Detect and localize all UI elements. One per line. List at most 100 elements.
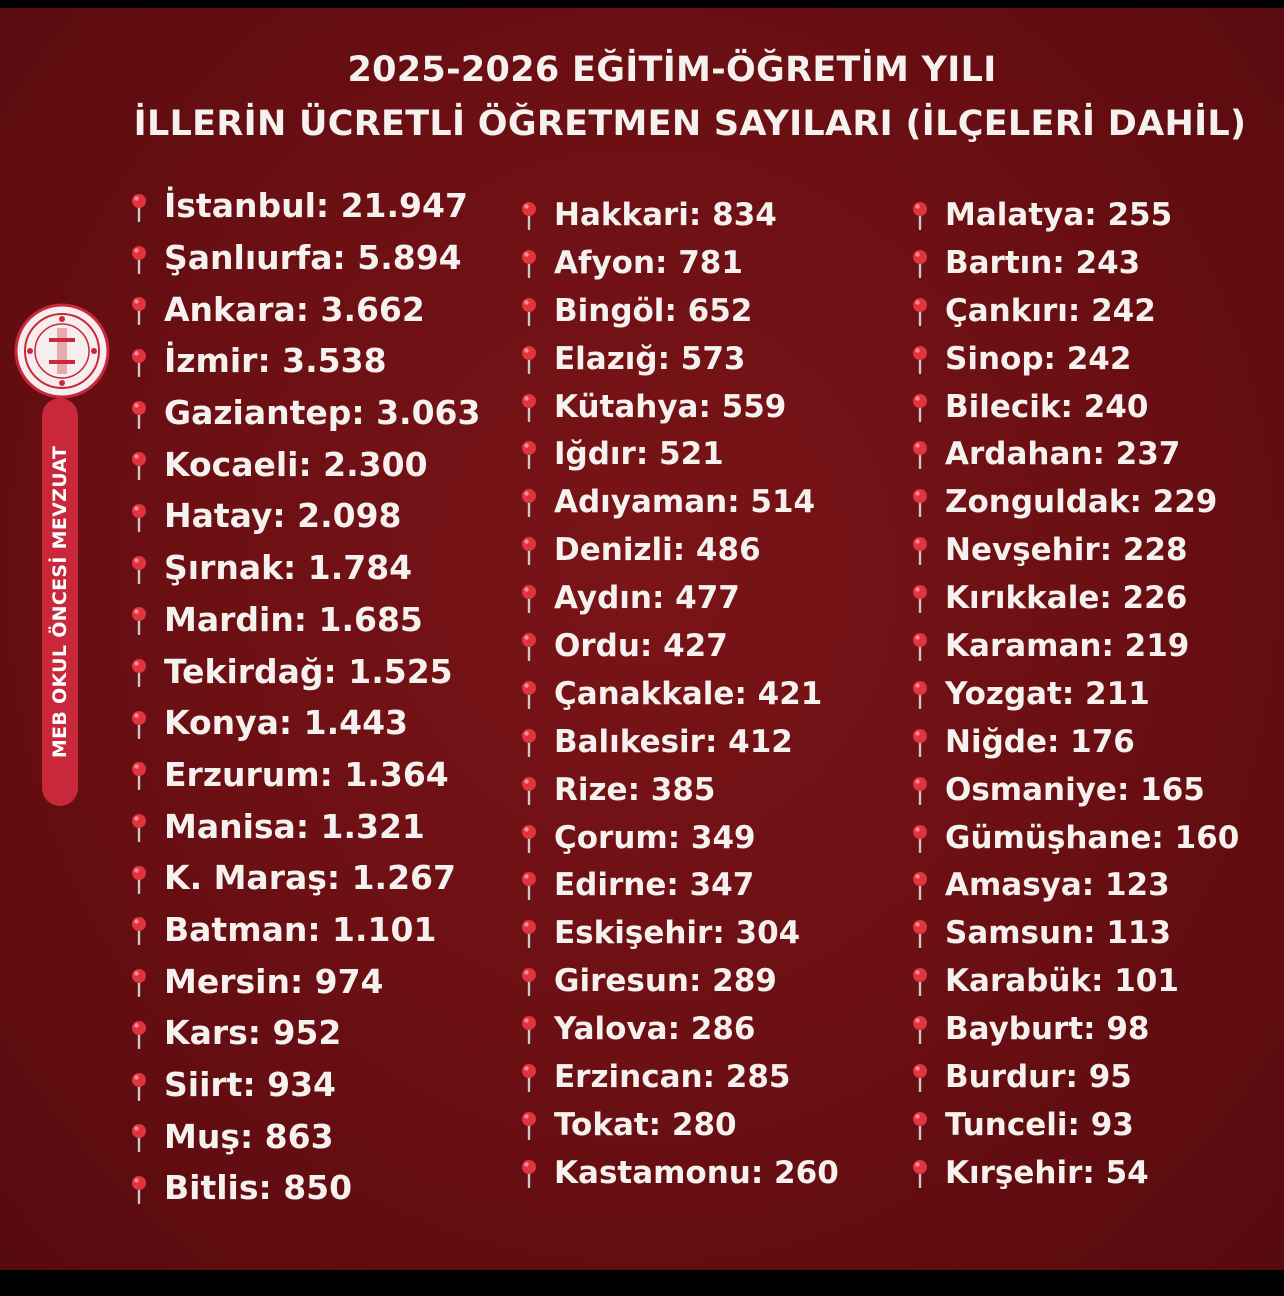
pin-icon <box>518 583 540 614</box>
province-item: Rize: 385 <box>518 766 839 814</box>
province-label: Kırşehir: 54 <box>945 1154 1149 1191</box>
province-label: K. Maraş: 1.267 <box>164 858 456 898</box>
province-label: Bitlis: 850 <box>164 1168 353 1208</box>
poster-panel: 2025-2026 EĞİTİM-ÖĞRETİM YILI İLLERİN ÜC… <box>0 8 1284 1270</box>
province-item: Karaman: 219 <box>909 622 1239 670</box>
province-label: Hakkari: 834 <box>554 196 777 233</box>
province-label: Nevşehir: 228 <box>945 532 1188 569</box>
province-item: Adıyaman: 514 <box>518 478 839 526</box>
province-item: Zonguldak: 229 <box>909 478 1239 526</box>
pin-icon <box>128 501 150 533</box>
province-item: İzmir: 3.538 <box>128 335 480 387</box>
pin-icon <box>518 918 540 949</box>
pin-icon <box>518 392 540 422</box>
pin-icon <box>518 535 540 566</box>
province-item: Osmaniye: 165 <box>909 766 1239 814</box>
province-label: Karabük: 101 <box>945 963 1179 1000</box>
pin-icon <box>909 727 931 757</box>
province-item: Mardin: 1.685 <box>128 594 480 646</box>
province-label: İzmir: 3.538 <box>164 341 387 381</box>
pin-icon <box>518 439 540 470</box>
pin-icon <box>128 966 150 998</box>
province-item: Kırşehir: 54 <box>909 1149 1239 1197</box>
province-label: İstanbul: 21.947 <box>164 186 468 226</box>
province-item: Afyon: 781 <box>518 239 839 287</box>
pin-icon <box>518 823 540 853</box>
province-item: Erzurum: 1.364 <box>128 749 480 801</box>
province-label: Kastamonu: 260 <box>554 1154 839 1191</box>
pin-icon <box>128 1173 150 1205</box>
title-line-1: 2025-2026 EĞİTİM-ÖĞRETİM YILI <box>347 50 997 90</box>
province-label: Erzincan: 285 <box>554 1058 791 1095</box>
pin-icon <box>518 296 540 326</box>
pin-icon <box>518 1158 540 1188</box>
pin-icon <box>128 811 150 843</box>
province-item: Balıkesir: 412 <box>518 718 839 766</box>
province-label: Kocaeli: 2.300 <box>164 444 428 484</box>
pin-icon <box>518 631 540 662</box>
pin-icon <box>909 966 931 997</box>
province-label: Bilecik: 240 <box>945 388 1149 425</box>
province-label: Burdur: 95 <box>945 1058 1132 1095</box>
province-item: Kırıkkale: 226 <box>909 574 1239 622</box>
pin-icon <box>909 679 931 710</box>
province-item: Edirne: 347 <box>518 861 839 909</box>
pin-icon <box>909 870 931 901</box>
pin-icon <box>909 344 931 374</box>
pin-icon <box>909 775 931 805</box>
province-label: Gümüşhane: 160 <box>945 819 1240 856</box>
sidebar-banner: MEB OKUL ÖNCESİ MEVZUAT <box>42 398 78 806</box>
province-label: Erzurum: 1.364 <box>164 754 449 794</box>
province-label: Muş: 863 <box>164 1116 334 1156</box>
province-item: İstanbul: 21.947 <box>128 180 480 232</box>
province-item: K. Maraş: 1.267 <box>128 852 480 904</box>
province-label: Amasya: 123 <box>945 867 1170 904</box>
province-item: Kocaeli: 2.300 <box>128 438 480 490</box>
province-item: Muş: 863 <box>128 1110 480 1162</box>
province-label: Batman: 1.101 <box>164 909 437 949</box>
province-item: Karabük: 101 <box>909 957 1239 1005</box>
pin-icon <box>128 604 150 636</box>
province-label: Malatya: 255 <box>945 196 1173 233</box>
pin-icon <box>128 759 150 791</box>
province-label: Kütahya: 559 <box>554 388 787 425</box>
sidebar-label: MEB OKUL ÖNCESİ MEVZUAT <box>49 445 71 759</box>
pin-icon <box>518 1014 540 1045</box>
pin-icon <box>128 708 150 739</box>
pin-icon <box>909 1062 931 1093</box>
province-item: Konya: 1.443 <box>128 697 480 749</box>
province-label: Afyon: 781 <box>554 244 743 281</box>
province-label: Tekirdağ: 1.525 <box>164 651 453 691</box>
pin-icon <box>518 966 540 997</box>
province-label: Yozgat: 211 <box>945 675 1150 712</box>
pin-icon <box>128 914 150 946</box>
province-item: Bilecik: 240 <box>909 383 1239 431</box>
province-label: Sinop: 242 <box>945 340 1132 377</box>
pin-icon <box>128 863 150 894</box>
pin-icon <box>909 918 931 949</box>
province-item: Denizli: 486 <box>518 526 839 574</box>
pin-icon <box>909 535 931 566</box>
province-label: Mardin: 1.685 <box>164 599 423 639</box>
province-label: Niğde: 176 <box>945 723 1135 760</box>
pin-icon <box>518 1062 540 1093</box>
province-item: Tokat: 280 <box>518 1101 839 1149</box>
pin-icon <box>128 398 150 429</box>
pin-icon <box>518 248 540 279</box>
province-item: Elazığ: 573 <box>518 335 839 383</box>
pin-icon <box>909 823 931 853</box>
pin-icon <box>128 346 150 378</box>
pin-icon <box>128 449 150 481</box>
pin-icon <box>128 1018 150 1050</box>
pin-icon <box>909 296 931 326</box>
pin-icon <box>128 243 150 274</box>
province-item: Bartın: 243 <box>909 239 1239 287</box>
province-label: Samsun: 113 <box>945 915 1172 952</box>
province-item: Iğdır: 521 <box>518 430 839 478</box>
province-item: Çankırı: 242 <box>909 287 1239 335</box>
province-label: Bayburt: 98 <box>945 1011 1150 1048</box>
province-item: Hatay: 2.098 <box>128 490 480 542</box>
province-label: Kars: 952 <box>164 1013 342 1053</box>
pin-icon <box>909 1014 931 1045</box>
province-label: Zonguldak: 229 <box>945 484 1218 521</box>
